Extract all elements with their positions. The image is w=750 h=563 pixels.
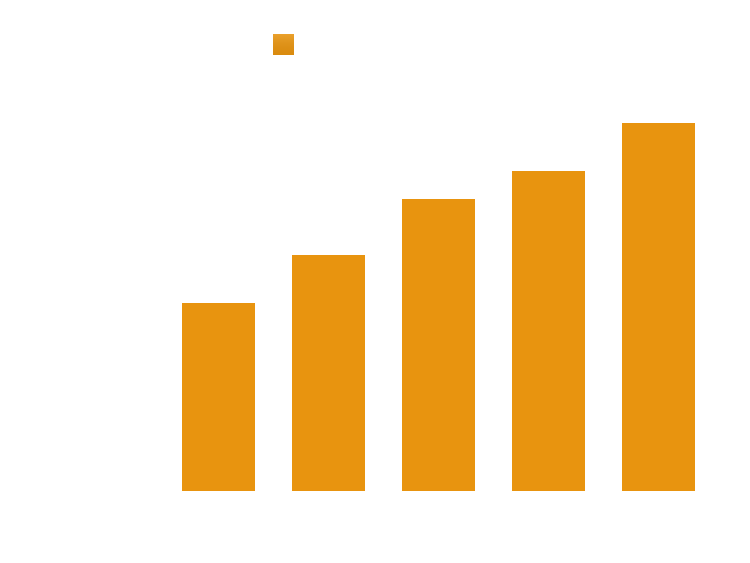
legend-swatch-shade bbox=[273, 34, 294, 55]
bar bbox=[402, 199, 475, 491]
bar bbox=[182, 303, 255, 491]
bar bbox=[512, 171, 585, 491]
bar bbox=[622, 123, 695, 491]
bar bbox=[292, 255, 365, 491]
